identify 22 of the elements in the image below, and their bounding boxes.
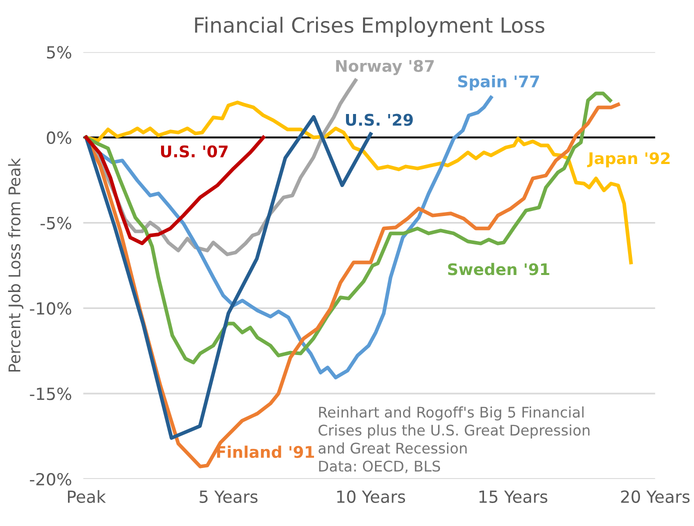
- y-tick-label: -10%: [30, 302, 72, 315]
- y-tick-label: 0%: [46, 131, 72, 144]
- y-tick-label: -20%: [30, 472, 72, 486]
- series-label: U.S. '29: [346, 114, 413, 126]
- x-tick-label: Peak: [68, 490, 106, 503]
- line-series: [84, 136, 266, 246]
- series-label: Spain '77: [458, 75, 540, 91]
- x-tick-label: 5 Years: [200, 490, 258, 503]
- y-tick-label: 5%: [47, 46, 72, 59]
- x-tick-label: 15 Years: [479, 490, 548, 503]
- x-tick-label: 10 Years: [337, 490, 406, 503]
- y-tick-label: -15%: [30, 388, 72, 400]
- chart-title: Financial Crises Employment Loss: [195, 16, 544, 37]
- y-tick-label: -5%: [40, 216, 72, 230]
- series-label: Norway '87: [336, 60, 434, 76]
- series-label: Finland '91: [217, 446, 314, 458]
- x-tick-label: 20 Years: [621, 490, 690, 503]
- y-axis-title: Percent Job Loss from Peak: [8, 158, 24, 372]
- series-label: Sweden '91: [448, 262, 550, 276]
- series-label: Japan '92: [587, 152, 670, 168]
- series-label: U.S. '07: [161, 145, 228, 158]
- annotation: Reinhart and Rogoff's Big 5 Financial Crises plus the U.S. Great Depression and Great Recession Data: OECD, BLS: [318, 406, 590, 474]
